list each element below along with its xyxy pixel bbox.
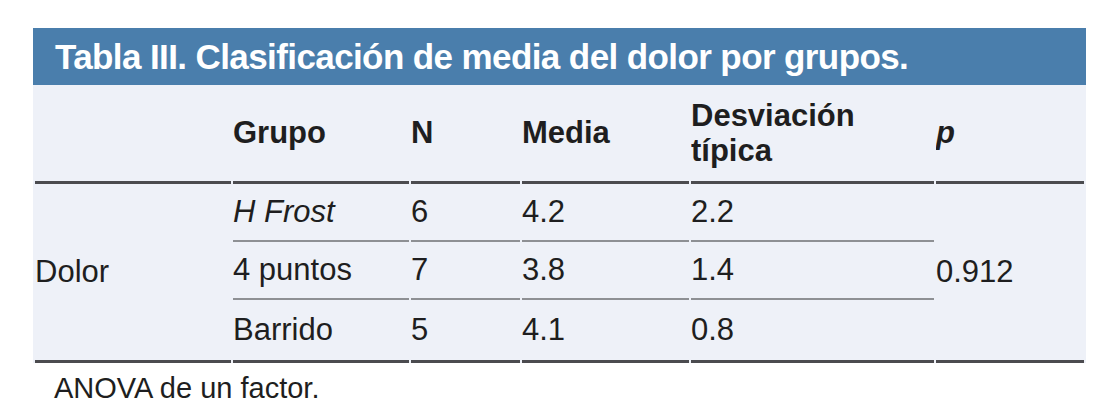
col-header-n: N [411,85,520,184]
col-header-media: Media [522,85,689,184]
cell-grupo: Barrido [233,300,409,363]
cell-grupo: H Frost [233,184,409,242]
cell-desviacion: 2.2 [691,184,934,242]
cell-p-value: 0.912 [936,184,1084,363]
col-header-row-group [35,85,231,184]
row-group-label: Dolor [35,184,231,363]
cell-grupo: 4 puntos [233,242,409,300]
table-footnote: ANOVA de un factor. [54,372,1086,405]
cell-media: 3.8 [522,242,689,300]
col-header-p: p [936,85,1084,184]
cell-desviacion: 1.4 [691,242,934,300]
table-title-bar: Tabla III. Clasificación de media del do… [33,28,1086,85]
cell-media: 4.2 [522,184,689,242]
cell-n: 5 [411,300,520,363]
cell-n: 7 [411,242,520,300]
cell-media: 4.1 [522,300,689,363]
table-title: Tabla III. Clasificación de media del do… [55,37,908,77]
cell-n: 6 [411,184,520,242]
header-row: Grupo N Media Desviación típica p [35,85,1084,184]
table-iii-container: Tabla III. Clasificación de media del do… [33,28,1086,405]
table-row: Dolor H Frost 6 4.2 2.2 0.912 [35,184,1084,242]
cell-desviacion: 0.8 [691,300,934,363]
table-figure: Tabla III. Clasificación de media del do… [0,0,1114,416]
col-header-desviacion: Desviación típica [691,85,934,184]
anova-table: Grupo N Media Desviación típica p Dolor … [33,85,1086,363]
col-header-grupo: Grupo [233,85,409,184]
